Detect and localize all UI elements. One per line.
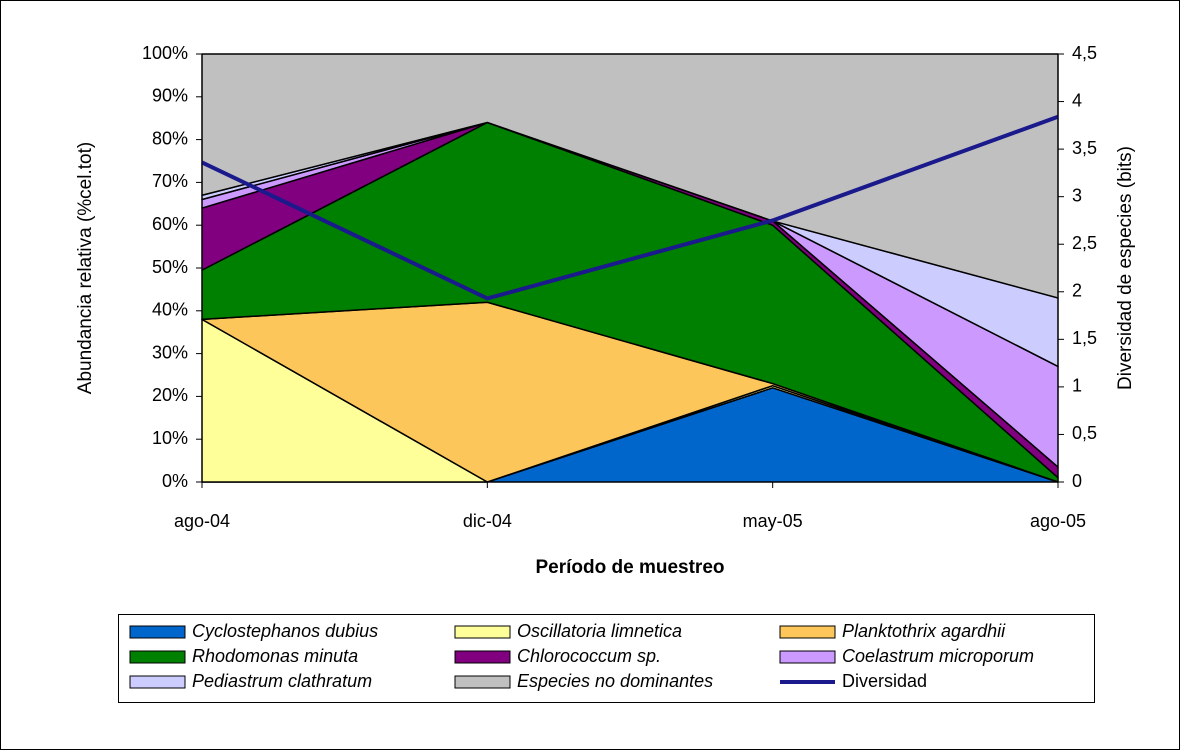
legend-label: Planktothrix agardhii: [842, 621, 1006, 641]
y2-tick-label: 0,5: [1072, 423, 1097, 443]
y2-tick-label: 2,5: [1072, 233, 1097, 253]
y2-tick-label: 0: [1072, 471, 1082, 491]
x-tick-label: may-05: [743, 511, 803, 531]
legend-swatch: [779, 650, 836, 664]
legend-swatch: [129, 675, 186, 689]
legend-label: Rhodomonas minuta: [192, 646, 358, 666]
y2-tick-label: 2: [1072, 281, 1082, 301]
legend-swatch: [454, 625, 511, 639]
x-tick-label: ago-05: [1030, 511, 1086, 531]
y-tick-label: 20%: [152, 385, 188, 405]
legend-label: Diversidad: [842, 671, 927, 691]
legend-swatch: [454, 675, 511, 689]
y2-tick-label: 1,5: [1072, 328, 1097, 348]
line: [201, 114, 1059, 301]
x-tick-label: ago-04: [174, 511, 230, 531]
y2-tick-label: 1: [1072, 376, 1082, 396]
y-tick-label: 80%: [152, 128, 188, 148]
legend: [118, 614, 1095, 703]
x-axis-title: Período de muestreo: [536, 557, 725, 578]
y-tick-label: 40%: [152, 300, 188, 320]
legend-label: Chlorococcum sp.: [517, 646, 661, 666]
y2-tick-label: 3: [1072, 185, 1082, 205]
y2-tick-label: 3,5: [1072, 138, 1097, 158]
legend-swatch: [779, 625, 836, 639]
y-tick-label: 30%: [152, 342, 188, 362]
y-tick-label: 50%: [152, 257, 188, 277]
x-tick-label: dic-04: [463, 511, 512, 531]
y-tick-label: 10%: [152, 428, 188, 448]
y-axis-title: Abundancia relativa (%cel.tot): [75, 142, 96, 394]
legend-label: Cyclostephanos dubius: [192, 621, 378, 641]
legend-label: Pediastrum clathratum: [192, 671, 372, 691]
y-tick-label: 100%: [142, 43, 188, 63]
y-tick-label: 90%: [152, 86, 188, 106]
legend-label: Coelastrum microporum: [842, 646, 1034, 666]
y-tick-label: 70%: [152, 171, 188, 191]
legend-label: Oscillatoria limnetica: [517, 621, 682, 641]
legend-label: Especies no dominantes: [517, 671, 713, 691]
y2-axis-title: Diversidad de especies (bits): [1115, 146, 1136, 390]
legend-swatch: [454, 650, 511, 664]
y2-tick-label: 4,5: [1072, 43, 1097, 63]
y-tick-label: 60%: [152, 214, 188, 234]
y2-tick-label: 4: [1072, 90, 1082, 110]
legend-swatch: [129, 625, 186, 639]
legend-swatch: [129, 650, 186, 664]
y-tick-label: 0%: [162, 471, 188, 491]
